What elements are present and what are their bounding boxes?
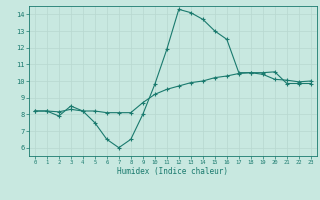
X-axis label: Humidex (Indice chaleur): Humidex (Indice chaleur) <box>117 167 228 176</box>
